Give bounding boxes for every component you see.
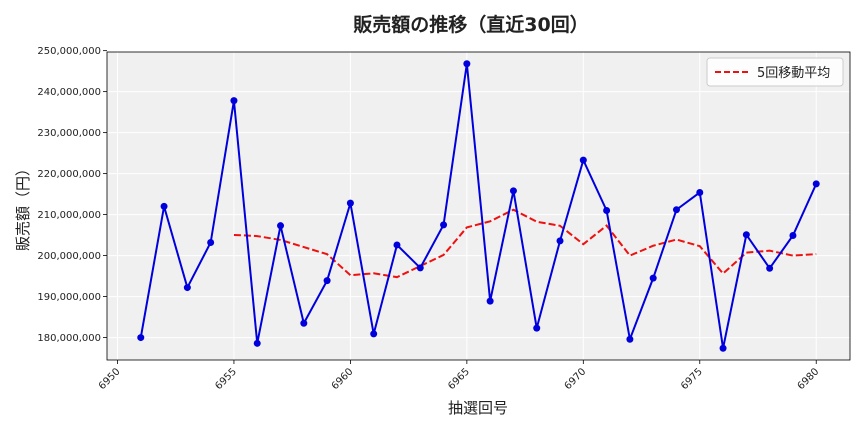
sales-point [183, 284, 191, 292]
y-tick-label: 240,000,000 [37, 87, 101, 98]
sales-point [440, 221, 448, 229]
y-tick-label: 200,000,000 [37, 251, 101, 262]
sales-point [230, 97, 238, 105]
sales-point [649, 274, 657, 282]
sales-point [393, 241, 401, 249]
sales-point [533, 324, 541, 332]
sales-point [742, 231, 750, 239]
y-axis-ticks: 180,000,000 190,000,000 200,000,000 210,000… [37, 46, 107, 344]
x-tick-label: 6980 [796, 366, 822, 392]
sales-point [579, 156, 587, 164]
y-tick-label: 210,000,000 [37, 210, 101, 221]
chart-title: 販売額の推移（直近30回） [353, 13, 588, 36]
x-axis-label: 抽選回号 [448, 399, 508, 417]
legend-box [706, 57, 844, 87]
sales-point [370, 330, 378, 338]
sales-point [253, 339, 261, 347]
sales-point [277, 222, 285, 230]
sales-point [346, 199, 354, 207]
sales-point [486, 297, 494, 305]
sales-point [300, 319, 308, 327]
sales-point [137, 334, 145, 342]
sales-point [603, 207, 611, 215]
sales-point [207, 238, 215, 246]
y-tick-label: 250,000,000 [37, 46, 101, 57]
legend-label-moving-average: 5回移動平均 [757, 66, 830, 81]
y-tick-label: 230,000,000 [37, 128, 101, 139]
x-tick-label: 6975 [679, 366, 705, 392]
moving-average-line [233, 208, 817, 279]
y-axis-label: 販売額（円） [14, 161, 32, 251]
sales-point [696, 188, 704, 196]
sales-point [766, 264, 774, 272]
plot-frame [106, 51, 851, 361]
x-tick-label: 6965 [446, 366, 472, 392]
sales-point [672, 206, 680, 214]
x-axis-ticks: 6950 6955 6960 6965 6970 6975 6980 [97, 360, 822, 392]
x-tick-label: 6950 [97, 366, 123, 392]
sales-point [719, 344, 727, 352]
y-tick-label: 190,000,000 [37, 292, 101, 303]
x-tick-label: 6970 [563, 366, 589, 392]
legend: 5回移動平均 [706, 57, 844, 87]
y-tick-label: 220,000,000 [37, 169, 101, 180]
plot-area [107, 52, 850, 360]
series-group [137, 60, 820, 352]
sales-point [789, 232, 797, 240]
x-tick-label: 6955 [213, 366, 239, 392]
sales-point [812, 180, 820, 188]
sales-line [139, 63, 818, 349]
x-tick-label: 6960 [330, 366, 356, 392]
sales-point [160, 202, 168, 210]
sales-point [416, 264, 424, 272]
y-tick-label: 180,000,000 [37, 333, 101, 344]
sales-point [626, 335, 634, 343]
sales-point [323, 277, 331, 285]
sales-point [556, 237, 564, 245]
sales-point [463, 60, 471, 68]
sales-point [509, 187, 517, 195]
